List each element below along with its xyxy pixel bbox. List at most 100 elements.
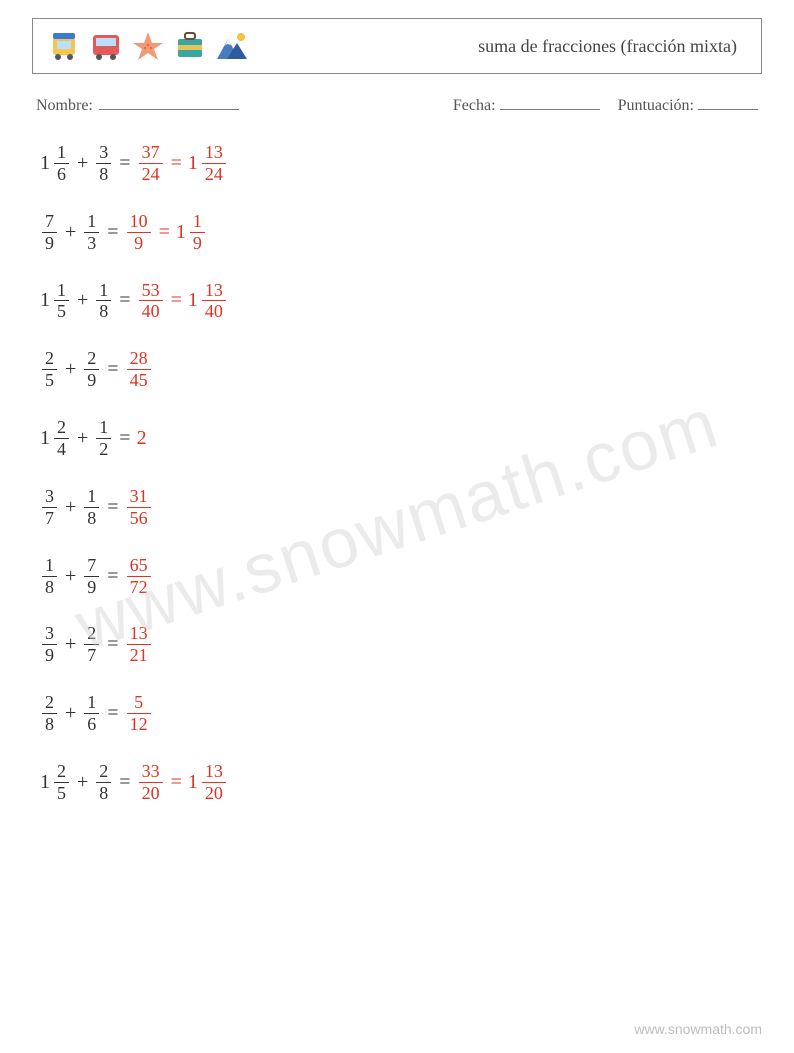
whole-part: 1 — [188, 289, 198, 312]
numerator: 33 — [139, 762, 163, 781]
plus-operator: + — [65, 358, 76, 381]
denominator: 24 — [139, 165, 163, 184]
whole-part: 1 — [176, 221, 186, 244]
denominator: 8 — [96, 165, 111, 184]
numerator: 2 — [54, 418, 69, 437]
numerator: 53 — [139, 281, 163, 300]
numerator: 2 — [42, 693, 57, 712]
fraction: 109 — [127, 212, 151, 253]
fraction: 28 — [42, 693, 57, 734]
mixed-number: 39 — [40, 624, 59, 665]
whole-part: 1 — [188, 152, 198, 175]
numerator: 37 — [139, 143, 163, 162]
mixed-number: 29 — [82, 349, 101, 390]
name-label: Nombre: — [36, 97, 93, 115]
problem-row: 37+18 = 3156 — [40, 487, 762, 528]
fraction: 18 — [42, 556, 57, 597]
mixed-number: 27 — [82, 624, 101, 665]
mixed-number: 28 — [94, 762, 113, 803]
mixed-number: 125 — [40, 762, 71, 803]
bus-icon — [89, 29, 123, 63]
plus-operator: + — [77, 152, 88, 175]
header-icons — [47, 29, 249, 63]
equals-operator: = — [171, 289, 182, 312]
mixed-number: 18 — [82, 487, 101, 528]
denominator: 40 — [202, 302, 226, 321]
name-blank[interactable] — [99, 96, 239, 110]
denominator: 24 — [202, 165, 226, 184]
numerator: 1 — [96, 281, 111, 300]
fraction: 24 — [54, 418, 69, 459]
denominator: 9 — [42, 646, 57, 665]
mixed-number: 11320 — [188, 762, 228, 803]
mixed-number: 119 — [176, 212, 207, 253]
equals-operator: = — [171, 152, 182, 175]
denominator: 20 — [139, 784, 163, 803]
fraction: 13 — [84, 212, 99, 253]
whole-part: 1 — [40, 771, 50, 794]
plus-operator: + — [65, 702, 76, 725]
numerator: 13 — [202, 143, 226, 162]
denominator: 21 — [127, 646, 151, 665]
numerator: 1 — [84, 487, 99, 506]
fraction: 1340 — [202, 281, 226, 322]
mixed-number: 11340 — [188, 281, 228, 322]
denominator: 7 — [42, 509, 57, 528]
numerator: 2 — [84, 349, 99, 368]
score-blank[interactable] — [698, 96, 758, 110]
numerator: 5 — [131, 693, 146, 712]
equals-operator: = — [107, 221, 118, 244]
score-label: Puntuación: — [618, 97, 694, 114]
numerator: 31 — [127, 487, 151, 506]
fraction: 28 — [96, 762, 111, 803]
fraction: 16 — [84, 693, 99, 734]
denominator: 9 — [131, 234, 146, 253]
equals-operator: = — [159, 221, 170, 244]
denominator: 5 — [54, 302, 69, 321]
fraction: 25 — [54, 762, 69, 803]
denominator: 12 — [127, 715, 151, 734]
suitcase-icon — [173, 29, 207, 63]
denominator: 8 — [42, 715, 57, 734]
mixed-number: 115 — [40, 281, 71, 322]
numerator: 1 — [84, 212, 99, 231]
mixed-number: 18 — [94, 281, 113, 322]
mixed-number: 16 — [82, 693, 101, 734]
plus-operator: + — [65, 633, 76, 656]
problem-row: 124+12 = 2 — [40, 418, 762, 459]
fraction: 25 — [42, 349, 57, 390]
problem-row: 39+27 = 1321 — [40, 624, 762, 665]
numerator: 3 — [96, 143, 111, 162]
fraction: 3320 — [139, 762, 163, 803]
whole-part: 1 — [40, 427, 50, 450]
date-blank[interactable] — [500, 96, 600, 110]
fraction: 1320 — [202, 762, 226, 803]
problem-row: 79+13 = 109 = 119 — [40, 212, 762, 253]
starfish-icon — [131, 29, 165, 63]
numerator: 1 — [190, 212, 205, 231]
denominator: 9 — [42, 234, 57, 253]
whole-part: 1 — [40, 289, 50, 312]
denominator: 5 — [42, 371, 57, 390]
fraction: 3724 — [139, 143, 163, 184]
denominator: 5 — [54, 784, 69, 803]
denominator: 8 — [42, 578, 57, 597]
numerator: 13 — [202, 762, 226, 781]
denominator: 3 — [84, 234, 99, 253]
numerator: 2 — [84, 624, 99, 643]
denominator: 6 — [54, 165, 69, 184]
equals-operator: = — [171, 771, 182, 794]
mixed-number: 18 — [40, 556, 59, 597]
denominator: 8 — [96, 302, 111, 321]
numerator: 13 — [202, 281, 226, 300]
equals-operator: = — [107, 496, 118, 519]
numerator: 2 — [42, 349, 57, 368]
denominator: 7 — [84, 646, 99, 665]
plus-operator: + — [77, 427, 88, 450]
fraction: 18 — [84, 487, 99, 528]
mixed-number: 25 — [40, 349, 59, 390]
worksheet-title: suma de fracciones (fracción mixta) — [478, 36, 747, 57]
mixed-number: 28 — [40, 693, 59, 734]
fraction: 27 — [84, 624, 99, 665]
mixed-number: 79 — [40, 212, 59, 253]
